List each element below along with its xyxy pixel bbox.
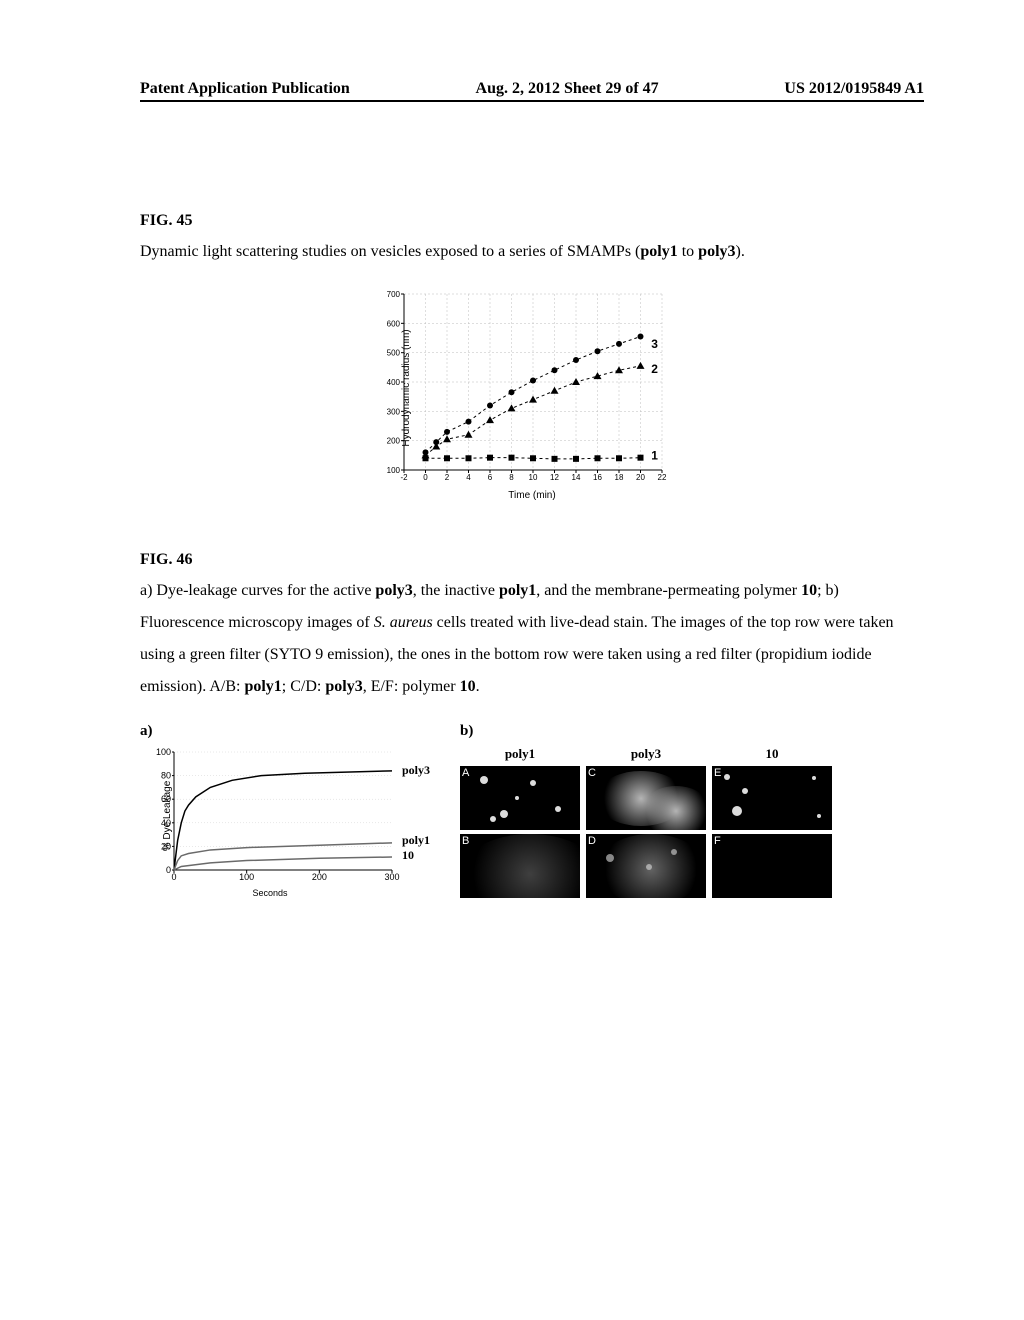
svg-text:200: 200	[312, 872, 327, 882]
header-left: Patent Application Publication	[140, 80, 350, 98]
fig45-caption-bold-a: poly1	[640, 243, 677, 260]
svg-text:0: 0	[423, 473, 428, 482]
fig46-caption-fragment: 10	[460, 678, 476, 695]
fig46-micrograph-grid: poly1 poly3 10 A C E B D F	[460, 746, 832, 898]
fig46-caption-fragment: , the inactive	[413, 582, 499, 599]
micrograph-cell-label: B	[462, 835, 469, 847]
svg-text:18: 18	[615, 473, 624, 482]
fig45-caption-text-b: to	[678, 243, 698, 260]
fig46-caption-fragment: poly3	[325, 678, 362, 695]
micrograph-cell-label: D	[588, 835, 596, 847]
micrograph-cell: C	[586, 766, 706, 830]
fig46-caption-fragment: , and the membrane-permeating polymer	[536, 582, 801, 599]
fig45-xlabel: Time (min)	[362, 490, 702, 501]
fig45-chart: Hydrodynamic radius (nm) 100200300400500…	[362, 288, 682, 488]
fig46-caption-fragment: , E/F: polymer	[363, 678, 460, 695]
svg-text:100: 100	[239, 872, 254, 882]
svg-text:22: 22	[658, 473, 667, 482]
fig46-panel-b: b) poly1 poly3 10 A C E B D F	[460, 723, 832, 898]
fig46-series-label: poly3	[402, 763, 430, 778]
micrograph-cell: B	[460, 834, 580, 898]
fig45-caption-text-c: ).	[736, 243, 745, 260]
svg-text:0: 0	[171, 872, 176, 882]
fig46-caption-fragment: poly1	[499, 582, 536, 599]
micrograph-cell-label: F	[714, 835, 721, 847]
svg-text:10: 10	[529, 473, 538, 482]
fig45-caption: Dynamic light scattering studies on vesi…	[140, 236, 924, 268]
header-right: US 2012/0195849 A1	[784, 80, 924, 98]
micrograph-cell-label: C	[588, 767, 596, 779]
fig46-caption-fragment: poly3	[375, 582, 412, 599]
svg-text:8: 8	[509, 473, 514, 482]
fig46-caption-fragment: .	[476, 678, 480, 695]
svg-text:-2: -2	[400, 473, 408, 482]
svg-text:2: 2	[651, 362, 658, 376]
svg-text:300: 300	[384, 872, 399, 882]
svg-text:200: 200	[387, 437, 401, 446]
svg-text:400: 400	[387, 378, 401, 387]
fig46-series-label: 10	[402, 848, 414, 863]
page: Patent Application Publication Aug. 2, 2…	[0, 0, 1024, 1320]
svg-text:6: 6	[488, 473, 493, 482]
fig46-panel-a: a) % Dye Leakage 0204060801000100200300 …	[140, 723, 400, 898]
fig46-ylabel: % Dye Leakage	[162, 781, 173, 852]
fig46-a-letter: a)	[140, 723, 400, 740]
svg-text:80: 80	[161, 771, 171, 781]
fig46-b-letter: b)	[460, 723, 832, 740]
svg-text:14: 14	[572, 473, 581, 482]
svg-text:12: 12	[550, 473, 559, 482]
fig46-caption-fragment: S. aureus	[374, 614, 433, 631]
svg-text:0: 0	[166, 865, 171, 875]
svg-text:600: 600	[387, 319, 401, 328]
svg-text:20: 20	[636, 473, 645, 482]
header-mid: Aug. 2, 2012 Sheet 29 of 47	[476, 80, 659, 98]
micrograph-cell: F	[712, 834, 832, 898]
svg-text:500: 500	[387, 349, 401, 358]
fig46-caption: a) Dye-leakage curves for the active pol…	[140, 575, 924, 703]
svg-text:1: 1	[651, 448, 658, 462]
svg-text:300: 300	[387, 407, 401, 416]
fig46-caption-fragment: ; C/D:	[282, 678, 326, 695]
fig46-series-label: poly1	[402, 833, 430, 848]
micrograph-cell-label: A	[462, 767, 469, 779]
svg-text:100: 100	[387, 466, 401, 475]
fig46-caption-fragment: a) Dye-leakage curves for the active	[140, 582, 375, 599]
svg-text:3: 3	[651, 337, 658, 351]
svg-text:16: 16	[593, 473, 602, 482]
micrograph-cell: D	[586, 834, 706, 898]
micrograph-cell: E	[712, 766, 832, 830]
page-header: Patent Application Publication Aug. 2, 2…	[140, 80, 924, 102]
fig46-chart: % Dye Leakage 0204060801000100200300 pol…	[140, 746, 400, 886]
svg-text:100: 100	[156, 747, 171, 757]
micrograph-header: poly3	[586, 746, 706, 762]
fig46-caption-fragment: poly1	[244, 678, 281, 695]
fig45-chart-container: Hydrodynamic radius (nm) 100200300400500…	[362, 288, 702, 501]
svg-text:2: 2	[445, 473, 450, 482]
svg-text:700: 700	[387, 290, 401, 299]
micrograph-header: poly1	[460, 746, 580, 762]
fig45-label: FIG. 45	[140, 212, 924, 230]
fig46-label: FIG. 46	[140, 551, 924, 569]
fig45-ylabel: Hydrodynamic radius (nm)	[401, 329, 412, 446]
micrograph-cell-label: E	[714, 767, 721, 779]
fig46-caption-fragment: 10	[801, 582, 817, 599]
fig45-caption-text-a: Dynamic light scattering studies on vesi…	[140, 243, 640, 260]
fig45-caption-bold-b: poly3	[698, 243, 735, 260]
fig46-panels: a) % Dye Leakage 0204060801000100200300 …	[140, 723, 924, 898]
micrograph-header: 10	[712, 746, 832, 762]
micrograph-cell: A	[460, 766, 580, 830]
svg-text:4: 4	[466, 473, 471, 482]
fig46-svg: 0204060801000100200300	[140, 746, 400, 886]
